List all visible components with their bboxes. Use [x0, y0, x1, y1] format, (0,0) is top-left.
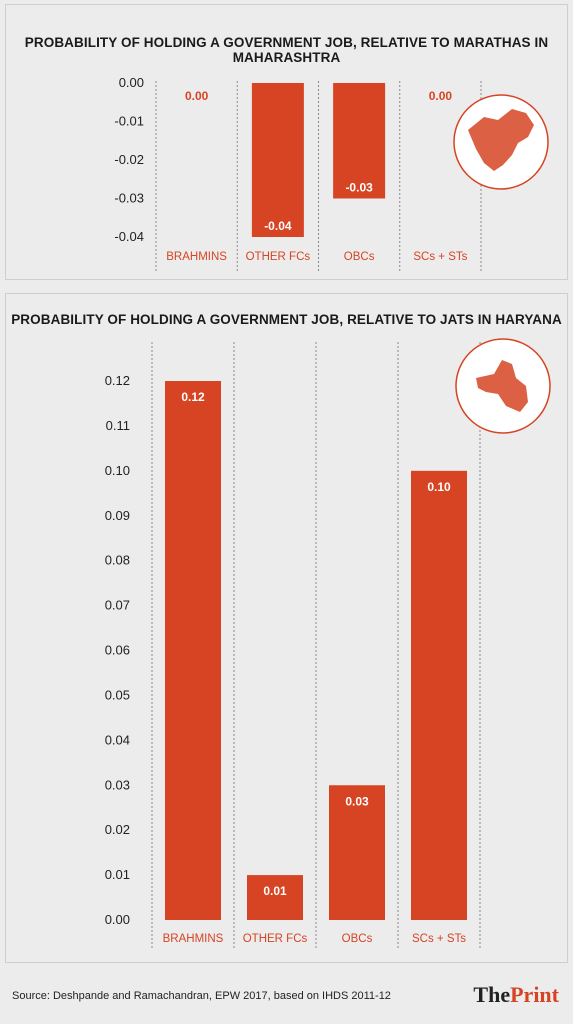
haryana-chart-panel: PROBABILITY OF HOLDING A GOVERNMENT JOB,…: [5, 293, 568, 963]
y-tick-label: -0.01: [114, 114, 144, 129]
data-label: -0.04: [264, 219, 292, 233]
data-label: 0.00: [429, 89, 453, 103]
logo-text-the: The: [473, 982, 511, 1007]
category-label: SCs + STs: [412, 933, 466, 945]
map-icon-shape: [468, 109, 534, 171]
bar: [247, 875, 303, 920]
y-tick-label: 0.11: [106, 418, 130, 433]
y-tick-label: 0.12: [105, 373, 130, 388]
chart-title: PROBABILITY OF HOLDING A GOVERNMENT JOB,…: [24, 35, 549, 65]
bar: [411, 470, 467, 920]
data-label: -0.03: [345, 181, 373, 195]
y-tick-label: 0.00: [105, 912, 130, 927]
y-tick-label: 0.07: [105, 598, 130, 613]
y-tick-label: 0.00: [119, 75, 144, 90]
theprint-logo: ThePrint: [473, 982, 559, 1008]
maharashtra-map-icon: [453, 94, 549, 190]
category-label: OBCs: [344, 251, 375, 263]
category-label: OBCs: [342, 933, 373, 945]
map-icon-shape: [476, 360, 528, 412]
bar: [329, 785, 385, 920]
y-tick-label: -0.02: [114, 152, 144, 167]
y-tick-label: -0.04: [114, 229, 144, 244]
source-note: Source: Deshpande and Ramachandran, EPW …: [12, 990, 391, 1002]
data-label: 0.03: [345, 794, 369, 808]
y-tick-label: 0.09: [105, 508, 130, 523]
y-tick-label: 0.10: [105, 463, 130, 478]
data-label: 0.00: [185, 89, 209, 103]
maharashtra-chart-panel: PROBABILITY OF HOLDING A GOVERNMENT JOB,…: [5, 4, 568, 280]
y-tick-label: -0.03: [114, 191, 144, 206]
category-label: BRAHMINS: [163, 933, 224, 945]
y-tick-label: 0.04: [105, 732, 130, 747]
data-label: 0.12: [181, 390, 205, 404]
category-label: BRAHMINS: [166, 251, 227, 263]
y-tick-label: 0.03: [105, 777, 130, 792]
haryana-map-icon: [455, 338, 551, 434]
category-label: OTHER FCs: [243, 933, 308, 945]
y-tick-label: 0.06: [105, 643, 130, 658]
haryana-bar-chart: 0.12 0.11 0.10 0.09 0.08 0.07 0.06 0.05 0.04 0.03…: [105, 338, 551, 950]
logo-text-print: Print: [510, 982, 559, 1007]
bar: [251, 83, 304, 237]
y-tick-label: 0.05: [105, 687, 130, 702]
category-label: OTHER FCs: [246, 251, 311, 263]
data-label: 0.01: [263, 884, 287, 898]
y-tick-label: 0.08: [105, 553, 130, 568]
maharashtra-bar-chart: 0.00 -0.01 -0.02 -0.03 -0.04 0.00 BRAHMINS -0.0…: [114, 75, 549, 271]
bar: [333, 83, 386, 199]
category-label: SCs + STs: [413, 251, 467, 263]
chart-title: PROBABILITY OF HOLDING A GOVERNMENT JOB,…: [11, 312, 562, 327]
data-label: 0.10: [427, 480, 451, 494]
y-tick-label: 0.02: [105, 822, 130, 837]
bar: [165, 381, 221, 920]
y-tick-label: 0.01: [105, 867, 130, 882]
